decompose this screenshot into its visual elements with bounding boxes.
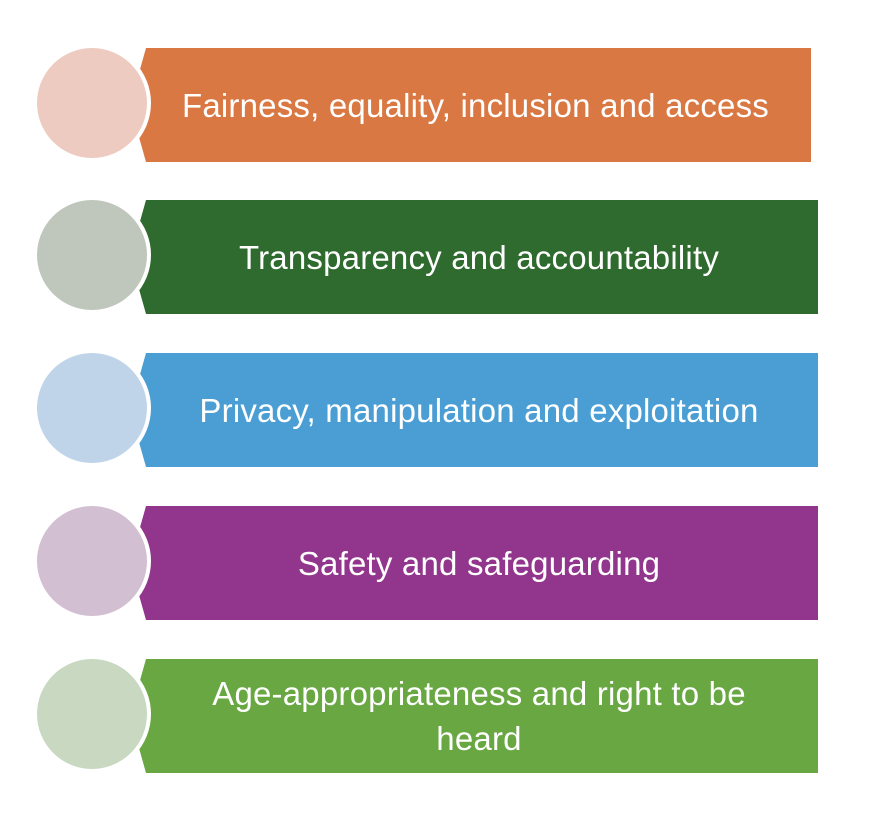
principle-circle	[33, 502, 151, 620]
principle-item-fairness: Fairness, equality, inclusion and access	[0, 44, 870, 164]
principle-circle	[33, 349, 151, 467]
principle-item-age-appropriateness: Age-appropriateness and right to be hear…	[0, 655, 870, 775]
principle-circle	[33, 196, 151, 314]
principle-banner: Privacy, manipulation and exploitation	[130, 353, 818, 467]
principle-label: Privacy, manipulation and exploitation	[199, 391, 759, 429]
principle-label: Fairness, equality, inclusion and access	[181, 86, 769, 124]
principle-item-safety: Safety and safeguarding	[0, 502, 870, 622]
principle-label: Age-appropriateness and right to be hear…	[212, 675, 746, 757]
principle-label: Safety and safeguarding	[297, 544, 661, 582]
principle-circle	[33, 655, 151, 773]
principle-circle	[33, 44, 151, 162]
principle-banner: Age-appropriateness and right to be hear…	[130, 659, 818, 773]
principle-banner: Transparency and accountability	[130, 200, 818, 314]
principle-banner: Fairness, equality, inclusion and access	[130, 48, 811, 162]
principle-item-transparency: Transparency and accountability	[0, 196, 870, 316]
principle-label: Transparency and accountability	[238, 238, 720, 276]
principle-banner: Safety and safeguarding	[130, 506, 818, 620]
principle-item-privacy: Privacy, manipulation and exploitation	[0, 349, 870, 469]
